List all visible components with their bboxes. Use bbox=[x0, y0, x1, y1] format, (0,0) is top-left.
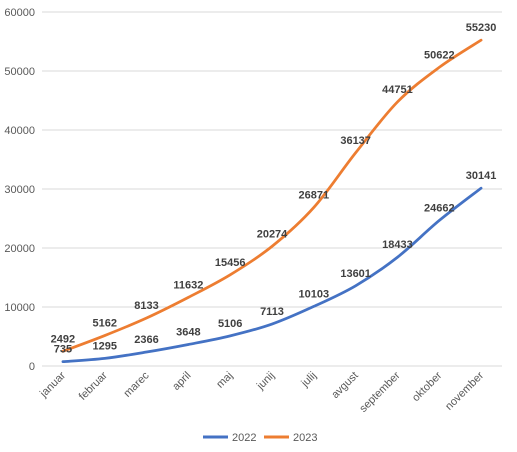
series-line-2023 bbox=[61, 38, 483, 353]
y-tick-label: 60000 bbox=[4, 7, 35, 19]
data-label: 2366 bbox=[134, 334, 158, 346]
data-label: 18433 bbox=[382, 239, 413, 251]
x-tick-label: oktober bbox=[410, 369, 445, 404]
data-label: 15456 bbox=[215, 257, 246, 269]
series-line-2022 bbox=[61, 186, 483, 364]
data-label: 20274 bbox=[257, 228, 288, 240]
x-tick-label: april bbox=[170, 370, 193, 393]
x-tick-label: julij bbox=[298, 370, 318, 390]
x-tick-label: november bbox=[443, 369, 486, 412]
data-label: 11632 bbox=[173, 279, 203, 291]
data-label: 7113 bbox=[260, 306, 284, 318]
legend: 2022 2023 bbox=[203, 432, 317, 444]
data-label: 36137 bbox=[340, 135, 371, 147]
y-tick-label: 30000 bbox=[4, 184, 35, 196]
x-tick-label: februar bbox=[77, 369, 110, 402]
data-label: 735 bbox=[54, 344, 72, 356]
data-label: 26871 bbox=[299, 189, 330, 201]
data-label: 8133 bbox=[134, 300, 158, 312]
data-label: 44751 bbox=[382, 84, 413, 96]
x-tick-label: avgust bbox=[329, 370, 360, 401]
legend-label: 2022 bbox=[232, 432, 256, 444]
data-label: 2492 bbox=[51, 333, 75, 345]
data-labels: 735 1295 2366 3648 5106 7113 10103 13601 18433 24… bbox=[51, 22, 497, 356]
y-tick-label: 20000 bbox=[4, 243, 35, 255]
data-label: 3648 bbox=[176, 326, 200, 338]
y-tick-label: 50000 bbox=[4, 66, 35, 78]
x-tick-label: september bbox=[357, 369, 402, 414]
y-tick-label: 40000 bbox=[4, 125, 35, 137]
data-label: 10103 bbox=[299, 288, 330, 300]
data-label: 30141 bbox=[466, 170, 497, 182]
x-tick-label: januar bbox=[37, 369, 68, 400]
x-tick-label: marec bbox=[122, 369, 152, 399]
y-tick-label: 10000 bbox=[4, 302, 35, 314]
data-label: 50622 bbox=[424, 49, 455, 61]
x-tick-label: junij bbox=[254, 370, 277, 393]
data-label: 13601 bbox=[340, 268, 371, 280]
y-tick-label: 0 bbox=[29, 361, 35, 373]
data-label: 24662 bbox=[424, 202, 455, 214]
data-label: 5106 bbox=[218, 318, 242, 330]
x-axis: januar februar marec april maj junij julij avgu… bbox=[37, 369, 486, 415]
series-lines bbox=[61, 38, 483, 364]
data-label: 1295 bbox=[92, 340, 116, 352]
x-tick-label: maj bbox=[214, 370, 235, 391]
legend-label: 2023 bbox=[293, 432, 317, 444]
y-axis: 0 10000 20000 30000 40000 50000 60000 bbox=[4, 7, 35, 373]
data-label: 55230 bbox=[466, 22, 497, 34]
data-label: 5162 bbox=[92, 318, 116, 330]
